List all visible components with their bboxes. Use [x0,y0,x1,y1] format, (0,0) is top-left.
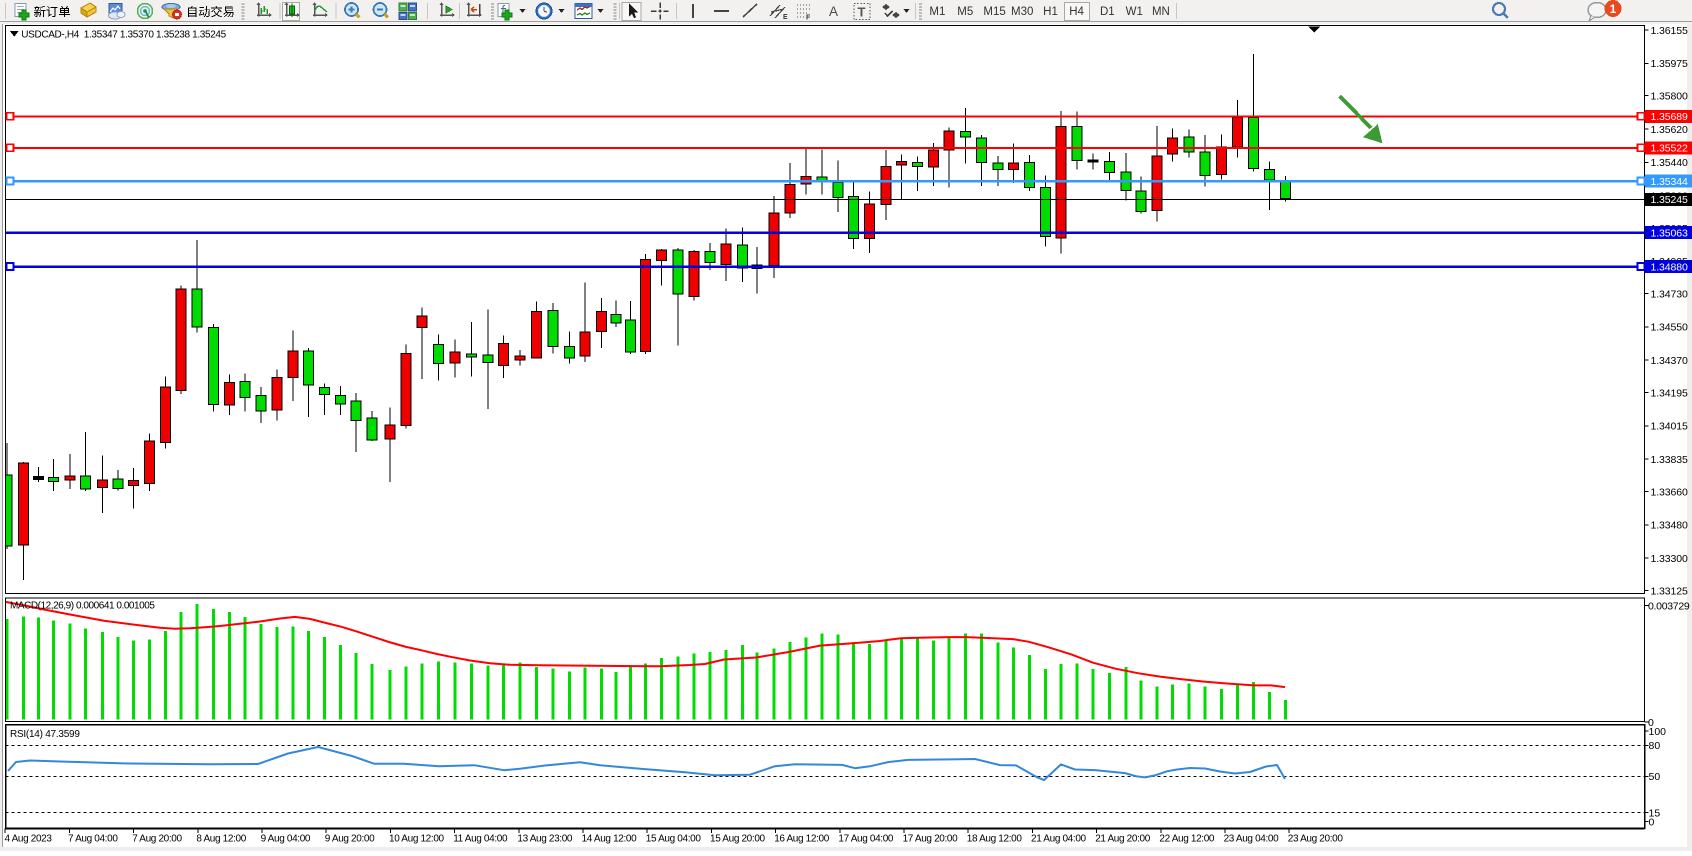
svg-text:9 Aug 20:00: 9 Aug 20:00 [325,833,375,844]
svg-text:80: 80 [1649,740,1661,752]
svg-text:1.34370: 1.34370 [1651,355,1689,367]
svg-text:15 Aug 20:00: 15 Aug 20:00 [710,833,766,844]
svg-text:1.34550: 1.34550 [1651,322,1689,334]
svg-text:0: 0 [1649,816,1655,828]
svg-text:D1: D1 [1100,6,1115,18]
svg-text:1.35800: 1.35800 [1651,90,1689,102]
svg-text:13 Aug 23:00: 13 Aug 23:00 [517,833,573,844]
svg-text:8 Aug 12:00: 8 Aug 12:00 [196,833,246,844]
svg-text:H1: H1 [1043,6,1058,18]
svg-text:1.35063: 1.35063 [1651,227,1689,239]
svg-text:1.36155: 1.36155 [1651,25,1689,37]
svg-text:15: 15 [1649,808,1661,820]
svg-text:1.34195: 1.34195 [1651,387,1689,399]
svg-text:17 Aug 20:00: 17 Aug 20:00 [903,833,959,844]
svg-text:MN: MN [1152,6,1170,18]
svg-text:1.35975: 1.35975 [1651,58,1689,70]
svg-text:M1: M1 [929,6,945,18]
svg-text:F: F [806,15,811,22]
svg-text:4 Aug 2023: 4 Aug 2023 [5,833,53,844]
svg-text:15 Aug 04:00: 15 Aug 04:00 [646,833,702,844]
svg-text:7 Aug 04:00: 7 Aug 04:00 [68,833,118,844]
svg-text:21 Aug 20:00: 21 Aug 20:00 [1095,833,1151,844]
svg-text:22 Aug 12:00: 22 Aug 12:00 [1159,833,1215,844]
svg-text:A: A [829,4,838,19]
svg-text:50: 50 [1649,771,1661,783]
svg-text:M15: M15 [983,6,1005,18]
svg-text:T: T [858,5,866,20]
svg-text:16 Aug 12:00: 16 Aug 12:00 [774,833,830,844]
svg-text:RSI(14) 47.3599: RSI(14) 47.3599 [10,729,80,740]
svg-text:1.33660: 1.33660 [1651,486,1689,498]
svg-text:M5: M5 [957,6,973,18]
svg-text:1.33125: 1.33125 [1651,585,1689,597]
svg-text:9 Aug 04:00: 9 Aug 04:00 [261,833,311,844]
svg-text:1.33835: 1.33835 [1651,454,1689,466]
svg-text:W1: W1 [1126,6,1143,18]
svg-text:1.34880: 1.34880 [1651,261,1689,273]
svg-text:100: 100 [1649,726,1667,738]
svg-text:M30: M30 [1011,6,1033,18]
svg-text:0.003729: 0.003729 [1648,600,1690,612]
svg-text:21 Aug 04:00: 21 Aug 04:00 [1031,833,1087,844]
svg-text:11 Aug 04:00: 11 Aug 04:00 [453,833,508,844]
svg-text:1.35245: 1.35245 [1651,194,1689,206]
svg-text:1.34015: 1.34015 [1651,421,1689,433]
svg-text:17 Aug 04:00: 17 Aug 04:00 [838,833,894,844]
svg-text:23 Aug 04:00: 23 Aug 04:00 [1224,833,1280,844]
svg-text:23 Aug 20:00: 23 Aug 20:00 [1288,833,1344,844]
svg-text:1.35440: 1.35440 [1651,157,1689,169]
svg-text:14 Aug 12:00: 14 Aug 12:00 [582,833,638,844]
svg-text:1.35522: 1.35522 [1651,143,1689,155]
svg-text:18 Aug 12:00: 18 Aug 12:00 [967,833,1023,844]
svg-text:USDCAD-,H4 1.35347 1.35370 1.: USDCAD-,H4 1.35347 1.35370 1.35238 1.352… [21,30,226,41]
svg-text:MACD(12,26,9) 0.000641 0.00100: MACD(12,26,9) 0.000641 0.001005 [10,601,155,612]
svg-text:7 Aug 20:00: 7 Aug 20:00 [132,833,182,844]
svg-text:10 Aug 12:00: 10 Aug 12:00 [389,833,445,844]
svg-text:1.35620: 1.35620 [1651,124,1689,136]
svg-text:1.34730: 1.34730 [1651,288,1689,300]
svg-text:E: E [783,14,788,21]
svg-text:1.33300: 1.33300 [1651,553,1689,565]
svg-text:H4: H4 [1069,6,1084,18]
svg-text:1.35344: 1.35344 [1651,176,1689,188]
svg-text:1: 1 [1610,2,1617,16]
svg-text:1.33480: 1.33480 [1651,520,1689,532]
svg-text:0: 0 [1648,717,1654,729]
svg-text:1.35689: 1.35689 [1651,111,1689,123]
